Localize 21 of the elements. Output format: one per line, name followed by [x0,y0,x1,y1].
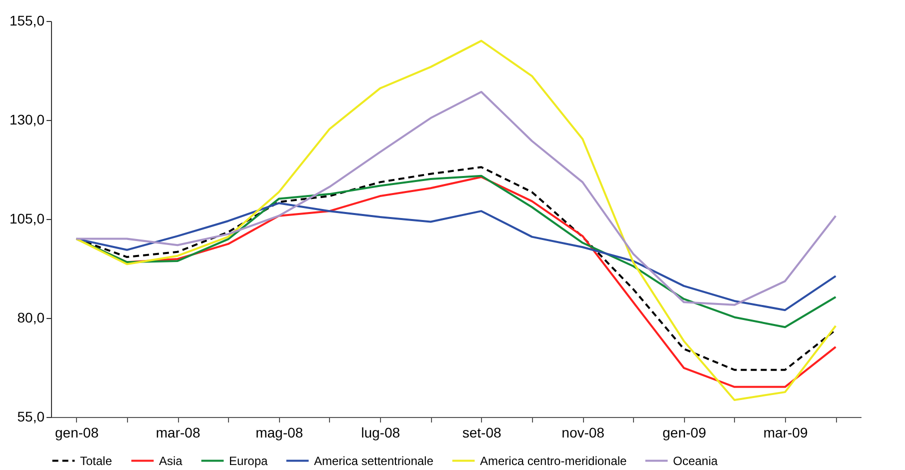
y-tick-label: 80,0 [17,310,45,326]
legend-label: Oceania [673,454,718,468]
line-series [75,40,837,401]
y-tick-label: 130,0 [9,112,45,128]
legend-label: America centro-meridionale [480,454,628,468]
x-tick-label: mag-08 [256,424,304,440]
x-tick-label: gen-08 [55,424,99,440]
legend-label: Europa [229,454,268,468]
x-tick-label: lug-08 [361,424,400,440]
x-tick-label: mar-08 [156,424,200,440]
y-tick-label: 155,0 [9,12,45,28]
line-series [75,90,837,306]
legend-label: Totale [80,454,112,468]
x-tick-label: set-08 [462,424,502,440]
legend-label: Asia [159,454,183,468]
y-tick-label: 55,0 [17,408,45,424]
x-tick-label: mar-09 [763,424,808,440]
x-tick-label: gen-09 [662,424,706,440]
legend-label: America settentrionale [314,454,434,468]
y-tick-label: 105,0 [9,210,45,226]
x-tick-label: nov-08 [562,424,605,440]
